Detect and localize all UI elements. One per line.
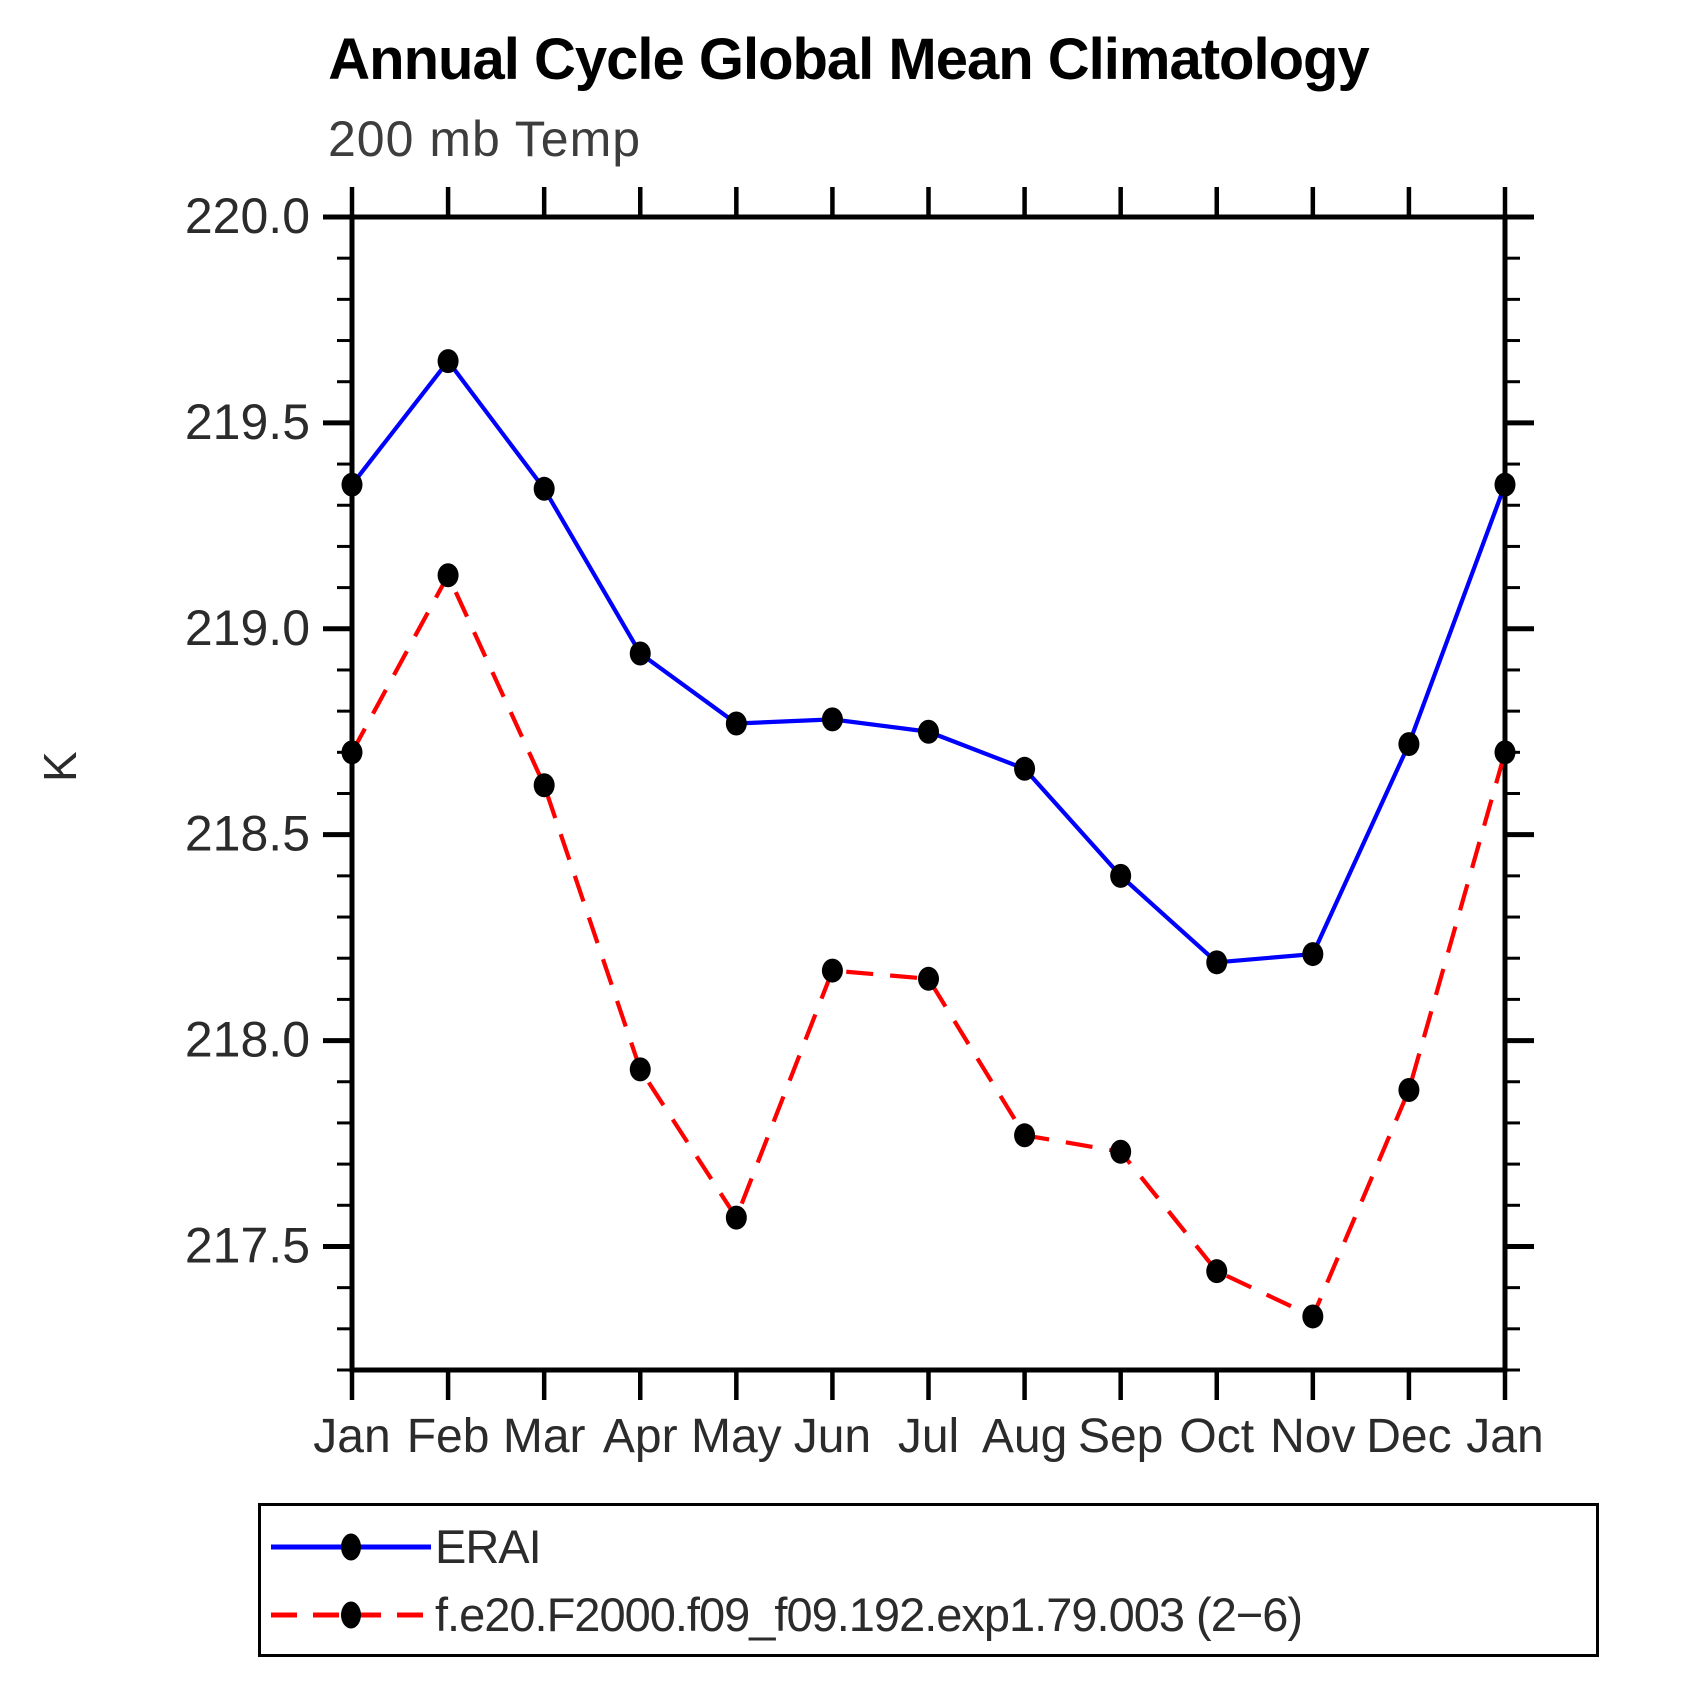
data-point-1 bbox=[1398, 1077, 1420, 1102]
x-tick-label: Jan bbox=[1466, 1410, 1543, 1463]
y-tick-label: 219.5 bbox=[185, 394, 310, 450]
data-point-0 bbox=[1206, 950, 1228, 975]
data-point-0 bbox=[918, 719, 939, 744]
data-point-1 bbox=[1110, 1139, 1132, 1164]
data-point-1 bbox=[341, 740, 363, 765]
x-tick-label: Apr bbox=[603, 1410, 678, 1463]
x-tick-label: Aug bbox=[982, 1410, 1067, 1463]
legend-label-model: f.e20.F2000.f09_f09.192.exp1.79.003 (2−6… bbox=[435, 1588, 1303, 1641]
legend: ERAI f.e20.F2000.f09_f09.192.exp1.79.003… bbox=[258, 1503, 1599, 1657]
series-line-1 bbox=[350, 570, 1508, 1320]
x-tick-label: May bbox=[691, 1410, 782, 1463]
data-point-0 bbox=[1110, 863, 1132, 888]
data-point-1 bbox=[629, 1057, 651, 1082]
data-point-1 bbox=[918, 966, 939, 991]
series-line-0 bbox=[350, 357, 1507, 965]
y-tick-label: 217.5 bbox=[185, 1217, 310, 1273]
chart-subtitle: 200 mb Temp bbox=[328, 111, 642, 167]
x-tick-label: Jul bbox=[898, 1410, 959, 1463]
x-tick-label: Nov bbox=[1270, 1410, 1355, 1463]
x-tick-label: Jan bbox=[313, 1410, 390, 1463]
x-tick-label: Feb bbox=[407, 1410, 490, 1463]
x-tick-label: Jun bbox=[794, 1410, 871, 1463]
data-point-0 bbox=[1014, 756, 1036, 781]
data-point-1 bbox=[1206, 1259, 1228, 1284]
data-point-0 bbox=[1302, 942, 1324, 967]
x-tick-label: Mar bbox=[503, 1410, 586, 1463]
data-point-0 bbox=[1494, 472, 1516, 497]
data-point-0 bbox=[725, 711, 747, 736]
legend-entry-erai: ERAI bbox=[267, 1520, 542, 1573]
data-point-0 bbox=[341, 472, 363, 497]
model-line-sample bbox=[271, 1601, 431, 1629]
legend-entry-model: f.e20.F2000.f09_f09.192.exp1.79.003 (2−6… bbox=[267, 1588, 1303, 1641]
axis-frame bbox=[349, 214, 1508, 1373]
erai-line-sample bbox=[271, 1533, 431, 1561]
legend-label-erai: ERAI bbox=[435, 1520, 542, 1573]
data-point-0 bbox=[821, 707, 843, 732]
data-point-0 bbox=[629, 641, 651, 666]
chart-title: Annual Cycle Global Mean Climatology bbox=[328, 27, 1369, 92]
y-tick-label: 218.0 bbox=[185, 1012, 310, 1068]
data-point-1 bbox=[1014, 1123, 1036, 1148]
y-tick-label: 218.5 bbox=[185, 806, 310, 862]
data-point-1 bbox=[1494, 740, 1516, 765]
x-tick-label: Dec bbox=[1366, 1410, 1451, 1463]
x-tick-label: Oct bbox=[1179, 1410, 1254, 1463]
data-point-1 bbox=[1302, 1304, 1324, 1329]
data-point-1 bbox=[725, 1205, 747, 1230]
data-point-0 bbox=[533, 476, 555, 501]
y-tick-label: 220.0 bbox=[185, 188, 310, 244]
data-point-1 bbox=[437, 563, 459, 588]
y-tick-label: 219.0 bbox=[185, 600, 310, 656]
data-point-0 bbox=[437, 349, 459, 374]
data-point-1 bbox=[533, 773, 555, 798]
data-point-0 bbox=[1398, 732, 1420, 757]
data-point-1 bbox=[821, 958, 843, 983]
x-tick-label: Sep bbox=[1078, 1410, 1163, 1463]
